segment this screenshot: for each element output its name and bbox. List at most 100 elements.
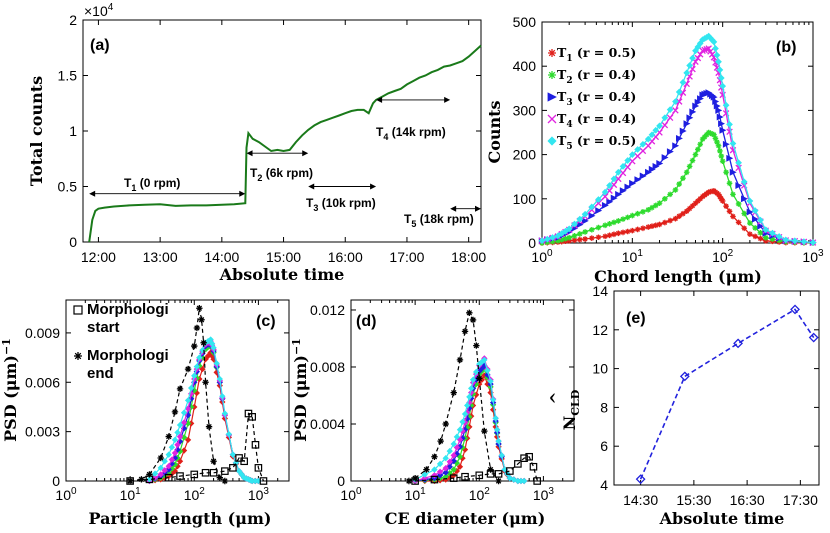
panel-c-marker-morphologi-end [176,385,184,393]
panel-a-xtick-label: 12:00 [81,249,116,265]
panel-b-marker-T5 [775,233,783,240]
panel-e-marker-n-cld [733,338,743,349]
panel-a-annotation-sub: 5 [411,219,416,229]
panel-b-marker-T1 [662,219,668,226]
panel-a-annotation-arrowhead-left [246,150,253,157]
panel-b-marker-T5 [757,216,764,224]
panel-b-marker-T1 [667,217,673,224]
panel-d-marker-morphologi-start [475,471,484,480]
panel-d-marker-morphologi-end [461,328,469,335]
panel-b-marker-T2 [662,196,668,202]
panel-b-marker-T2 [683,169,690,176]
panel-a-annotation-text: T3 (10k rpm) [306,196,376,213]
panel-b-legend-rest: (r = 0.4) [573,67,637,82]
panel-e-ylabel-accent: ^ [547,391,566,404]
panel-b-marker-T1 [697,196,704,202]
panel-d-marker-t4 [446,458,453,465]
panel-b-legend-marker [548,49,556,57]
panel-e-xlabel: Absolute time [659,509,785,528]
panel-a-annotation-arrowhead-left [450,205,457,212]
panel-b-marker-T3 [656,159,664,167]
panel-b-marker-T2 [576,231,583,237]
panel-a-annotation-sub: 2 [257,173,262,183]
panel-b-marker-T2 [719,158,726,165]
panel-b-marker-T1 [645,224,652,230]
panel-d-marker-morphologi-end [481,427,488,435]
panel-c-xtick-base: 10 [120,487,136,503]
panel-b-legend-rest: (r = 0.4) [573,89,637,104]
panel-b-marker-T2 [769,236,776,242]
panel-a-annotation-arrowhead-left [308,183,315,190]
panel-c-ylabel-base: PSD (μm) [1,355,20,442]
panel-b-marker-T2 [701,134,708,140]
panel-a-ytick-label: 0.5 [58,179,78,195]
panel-b-marker-T2 [714,139,720,145]
panel-b-marker-T2 [588,226,595,233]
panel-b-marker-T3 [726,154,734,162]
panel-c-xtick-power: 2 [199,486,205,497]
panel-a-annotation-rest: (18k rpm) [416,212,473,226]
panel-c-ytick-label: 0 [52,473,60,489]
panel-d-marker-morphologi-start [449,474,458,482]
panel-b-marker-T5 [614,168,622,176]
panel-b-marker-T2 [723,169,729,176]
panel-b-marker-T5 [549,234,556,241]
panel-b-series-line-T4 [541,47,814,244]
panel-b-marker-T5 [679,79,687,86]
panel-b-marker-T2 [711,131,717,138]
panel-e: (e) NCLD ^ Absolute time 14:30 15:30 16:30… [547,283,820,528]
panel-a-annotation-text: T4 (14k rpm) [376,125,446,142]
panel-d-marker-morphologi-end [442,420,449,428]
panel-b-marker-T1 [624,228,631,235]
panel-d-xtick-power: 1 [420,486,426,497]
panel-b-marker-T4 [701,46,708,54]
panel-a: (a) ×104 Total counts Absolute time 12:0… [27,2,486,284]
panel-c-marker-t5 [187,384,195,392]
panel-b-marker-T3 [722,140,730,148]
panel-e-ylabel-text: NCLD [560,389,582,430]
panel-d-xtick-base: 10 [533,487,549,503]
panel-d-marker-morphologi-end [423,466,430,473]
panel-d-marker-morphologi-end [466,309,473,317]
panel-b-marker-T5 [588,203,596,211]
panel-c-label: (c) [256,313,276,330]
panel-b-marker-T2 [730,191,736,198]
panel-a-annotation-text: T1 (0 rpm) [124,176,180,193]
panel-c-xtick-power: 0 [71,486,77,497]
panel-b-xtick-base: 10 [712,249,728,265]
panel-b-marker-T4 [610,181,618,189]
panel-b-marker-T1 [640,225,646,232]
panel-b-marker-T3 [672,142,680,150]
panel-b-marker-T3 [581,217,589,225]
panel-e-ylabel-sub: CLD [569,389,582,415]
panel-b-marker-T1 [588,235,595,241]
panel-b-ytick-label: 200 [513,147,537,163]
panel-c-marker-morphologi-start [251,441,260,449]
panel-a-xtick-label: 13:00 [143,249,178,265]
panel-a-annotation-sub: 1 [131,183,136,193]
panel-b-marker-T3 [718,120,725,128]
panel-b-marker-T5 [740,178,748,186]
panel-b-marker-T5 [710,38,718,46]
panel-d-marker-t5 [481,356,488,364]
panel-c-marker-t5 [157,464,164,472]
panel-b-legend-text: T5 (r = 0.5) [557,133,636,152]
panel-b-marker-T2 [615,218,622,224]
panel-d-marker-morphologi-end [469,316,477,324]
panel-a-annotation-base: T [250,166,258,180]
panel-e-ytick-label: 14 [592,283,608,299]
panel-c-xtick-base: 10 [55,487,71,503]
panel-b-marker-T1 [629,227,636,234]
panel-b-marker-T5 [800,238,808,246]
panel-b-marker-T5 [644,135,652,143]
panel-b-marker-T5 [639,140,647,148]
panel-b-ytick-label: 500 [513,14,537,30]
panel-d-xtick-power: 3 [548,486,554,497]
panel-b-marker-T1 [719,198,726,204]
panel-b-marker-T5 [729,140,737,147]
panel-c-marker-morphologi-end [210,458,217,465]
panel-d-marker-t5 [492,415,499,422]
panel-b-marker-T2 [652,202,659,209]
panel-a-xtick-label: 17:00 [389,249,424,265]
panel-c-marker-morphologi-start [176,472,184,480]
